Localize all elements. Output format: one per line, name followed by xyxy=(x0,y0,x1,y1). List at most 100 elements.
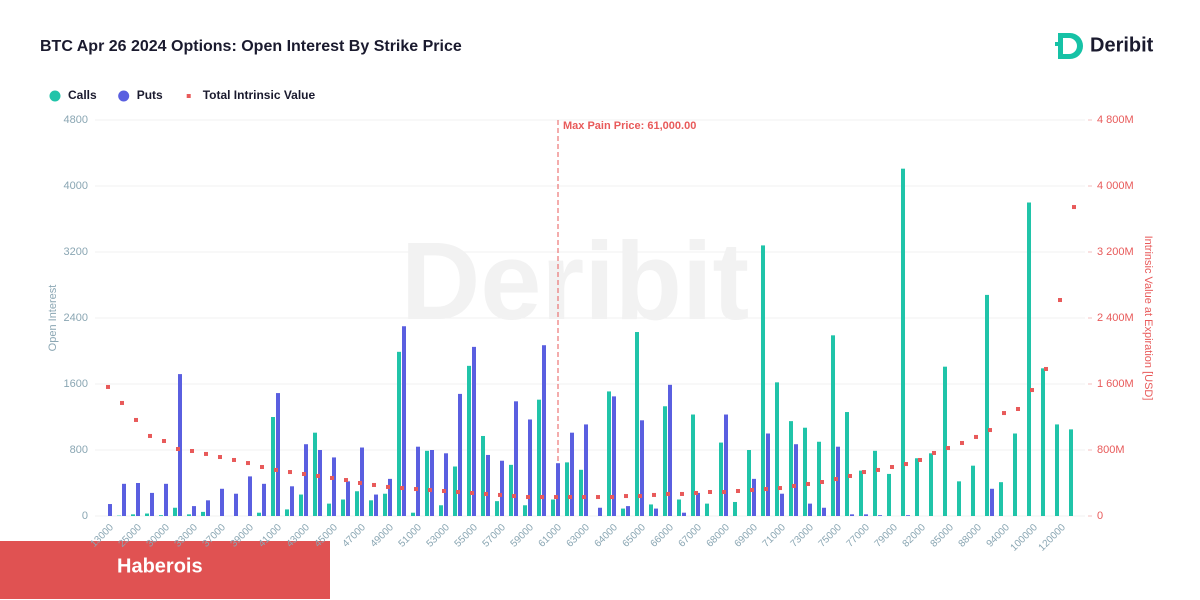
intrinsic-marker xyxy=(512,494,516,499)
x-tick-label: 55000 xyxy=(453,522,481,550)
bar xyxy=(397,351,401,516)
intrinsic-marker xyxy=(414,487,418,492)
intrinsic-marker xyxy=(484,491,488,496)
bar xyxy=(957,481,961,516)
intrinsic-marker xyxy=(582,495,586,500)
intrinsic-marker xyxy=(890,464,894,469)
intrinsic-marker xyxy=(862,470,866,475)
bar xyxy=(775,382,779,516)
intrinsic-marker xyxy=(428,488,432,493)
bar xyxy=(817,441,821,516)
x-tick-label: 69000 xyxy=(733,522,761,550)
bar xyxy=(822,507,826,516)
bar xyxy=(164,483,168,516)
bar xyxy=(374,494,378,516)
y2-tick-label: 4 800M xyxy=(1097,114,1134,126)
banner xyxy=(0,541,330,599)
bar xyxy=(495,501,499,516)
x-tick-label: 73000 xyxy=(789,522,817,550)
y-tick-label: 2400 xyxy=(64,312,88,324)
bar xyxy=(1041,368,1045,516)
bar xyxy=(761,245,765,516)
intrinsic-marker xyxy=(176,447,180,452)
intrinsic-marker xyxy=(1016,406,1020,411)
intrinsic-marker xyxy=(708,489,712,494)
bar xyxy=(509,464,513,516)
y2-tick-label: 2 400M xyxy=(1097,312,1134,324)
bar xyxy=(878,515,882,516)
bar xyxy=(486,454,490,516)
bar xyxy=(285,509,289,516)
intrinsic-marker xyxy=(386,484,390,489)
bar xyxy=(901,168,905,517)
bar xyxy=(220,488,224,516)
bar xyxy=(626,506,630,516)
bar xyxy=(985,294,989,516)
intrinsic-marker xyxy=(442,489,446,494)
bar xyxy=(383,493,387,516)
bar xyxy=(145,513,149,516)
bar xyxy=(570,432,574,516)
legend-label: Total Intrinsic Value xyxy=(203,88,316,102)
y-tick-label: 0 xyxy=(82,510,88,522)
bar xyxy=(831,335,835,516)
bar xyxy=(537,399,541,516)
bar xyxy=(271,417,275,516)
bar xyxy=(556,463,560,516)
bar xyxy=(453,466,457,516)
bar xyxy=(500,460,504,516)
intrinsic-marker xyxy=(946,446,950,451)
y-tick-label: 4000 xyxy=(64,180,88,192)
bar xyxy=(402,326,406,516)
y-tick-label: 1600 xyxy=(64,378,88,390)
bar xyxy=(178,374,182,516)
intrinsic-marker xyxy=(344,478,348,483)
intrinsic-marker xyxy=(190,448,194,453)
intrinsic-marker xyxy=(918,457,922,462)
y2-tick-label: 800M xyxy=(1097,444,1125,456)
intrinsic-marker xyxy=(288,470,292,475)
x-tick-label: 64000 xyxy=(593,522,621,550)
intrinsic-marker xyxy=(1002,411,1006,416)
bar xyxy=(845,412,849,516)
bar xyxy=(668,384,672,516)
x-tick-label: 79000 xyxy=(873,522,901,550)
bar xyxy=(472,346,476,516)
intrinsic-marker xyxy=(666,491,670,496)
watermark: Deribit xyxy=(401,220,749,343)
intrinsic-marker xyxy=(778,486,782,491)
intrinsic-marker xyxy=(540,495,544,500)
bar xyxy=(794,444,798,516)
legend-label: Puts xyxy=(137,88,163,102)
bar xyxy=(514,401,518,516)
bar xyxy=(467,365,471,516)
bar xyxy=(747,450,751,516)
bar xyxy=(276,393,280,516)
bar xyxy=(607,391,611,516)
intrinsic-marker xyxy=(302,472,306,477)
bar xyxy=(808,503,812,516)
y-axis-title: Open Interest xyxy=(47,285,59,352)
logo-icon xyxy=(1055,33,1083,59)
intrinsic-marker xyxy=(806,481,810,486)
intrinsic-marker xyxy=(610,495,614,500)
bar xyxy=(943,366,947,516)
bar xyxy=(915,458,919,516)
x-tick-label: 120000 xyxy=(1037,522,1069,554)
intrinsic-marker xyxy=(652,492,656,497)
bar xyxy=(621,508,625,516)
intrinsic-marker xyxy=(750,488,754,493)
bar xyxy=(663,406,667,516)
x-tick-label: 88000 xyxy=(957,522,985,550)
x-tick-label: 63000 xyxy=(565,522,593,550)
bar xyxy=(649,504,653,516)
bar xyxy=(584,424,588,516)
bar xyxy=(990,488,994,516)
bar xyxy=(999,482,1003,516)
banner-text: Haberois xyxy=(117,555,203,577)
bar xyxy=(304,444,308,516)
intrinsic-marker xyxy=(736,489,740,494)
bar xyxy=(332,457,336,516)
legend-marker xyxy=(49,90,61,102)
intrinsic-marker xyxy=(162,439,166,444)
